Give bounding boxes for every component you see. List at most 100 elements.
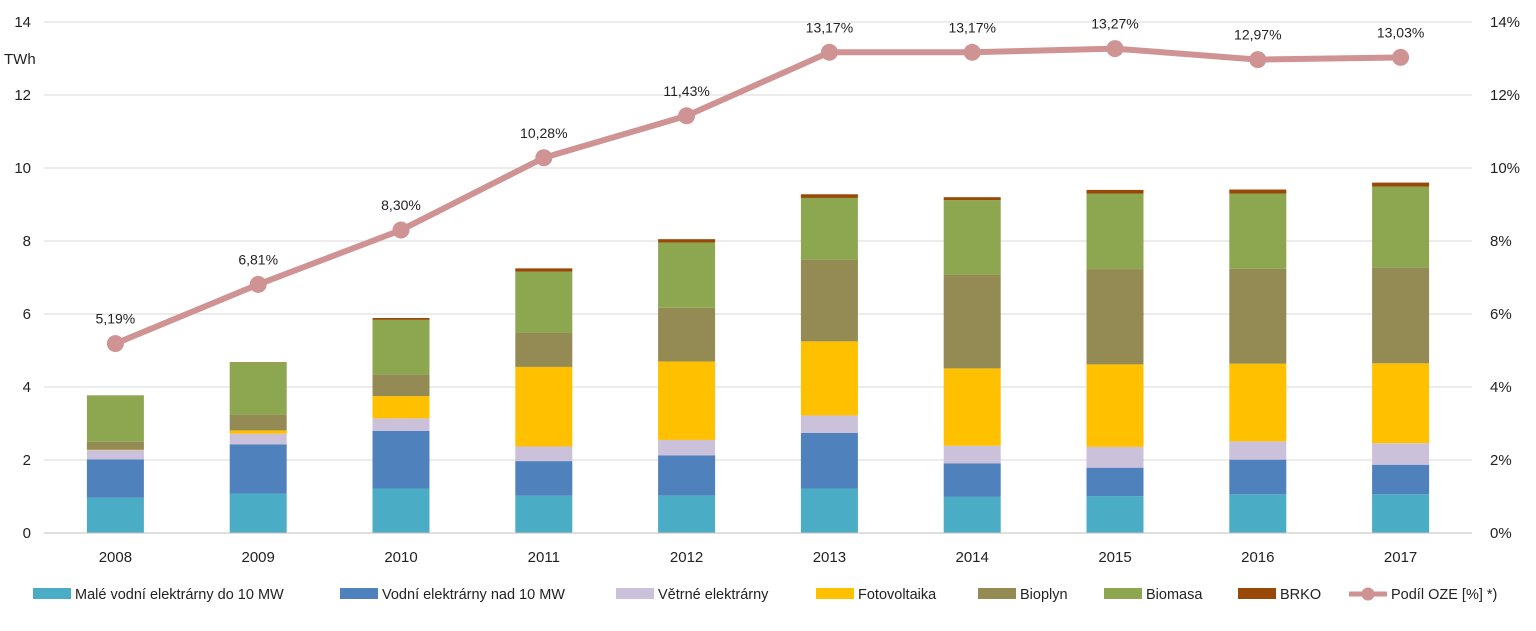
y-tick-label: 0 xyxy=(23,525,31,542)
share-data-label: 8,30% xyxy=(381,197,421,213)
legend-swatch xyxy=(616,588,654,599)
bar-segment xyxy=(658,495,715,533)
bar-segment xyxy=(373,318,430,320)
share-line-point xyxy=(964,44,981,61)
bar-segment xyxy=(373,374,430,396)
bar-segment xyxy=(1372,494,1429,533)
share-line-point xyxy=(821,44,838,61)
share-data-label: 5,19% xyxy=(96,311,136,327)
bar-segment xyxy=(1087,447,1144,468)
bar-segment xyxy=(801,415,858,433)
y-tick-label: 4 xyxy=(23,379,31,396)
bar-segment xyxy=(944,275,1001,369)
bar-segment xyxy=(515,367,572,447)
legend-label: Vodní elektrárny nad 10 MW xyxy=(382,587,565,603)
bar-segment xyxy=(658,242,715,307)
y2-tick-label: 10% xyxy=(1490,160,1520,177)
y2-tick-label: 8% xyxy=(1490,233,1512,250)
bar-segment xyxy=(801,341,858,415)
bar-segment xyxy=(1229,364,1286,442)
bars xyxy=(87,183,1429,533)
bar-segment xyxy=(1087,496,1144,533)
bar-segment xyxy=(373,396,430,418)
bar-segment xyxy=(373,488,430,533)
share-data-label: 12,97% xyxy=(1234,27,1281,43)
x-tick-label: 2011 xyxy=(528,549,560,566)
bar-segment xyxy=(87,459,144,497)
bar-segment xyxy=(1372,443,1429,465)
bar-segment xyxy=(373,418,430,430)
share-line-point xyxy=(393,222,410,239)
bar-segment xyxy=(658,455,715,495)
share-data-label: 13,27% xyxy=(1091,16,1138,32)
y2-tick-label: 6% xyxy=(1490,306,1512,323)
x-tick-label: 2017 xyxy=(1384,549,1417,566)
legend-line-marker xyxy=(1362,588,1375,601)
legend-label: Malé vodní elektrárny do 10 MW xyxy=(75,587,284,603)
bar-segment xyxy=(658,308,715,362)
bar-segment xyxy=(515,268,572,271)
y2-tick-label: 14% xyxy=(1490,14,1520,31)
x-tick-label: 2012 xyxy=(670,549,703,566)
bar-segment xyxy=(944,197,1001,200)
bar-segment xyxy=(515,333,572,367)
share-line-point xyxy=(250,276,267,293)
x-tick-label: 2010 xyxy=(384,549,417,566)
bar-segment xyxy=(801,433,858,488)
bar-segment xyxy=(87,442,144,450)
legend-label: Bioplyn xyxy=(1020,587,1068,603)
legend-label: Větrné elektrárny xyxy=(658,587,769,603)
share-data-label: 13,03% xyxy=(1377,24,1424,40)
bar-segment xyxy=(1087,269,1144,364)
y2-tick-label: 4% xyxy=(1490,379,1512,396)
bar-segment xyxy=(1087,468,1144,496)
bar-segment xyxy=(801,488,858,533)
bar-segment xyxy=(515,272,572,333)
y2-tick-label: 2% xyxy=(1490,452,1512,469)
bar-segment xyxy=(87,498,144,533)
share-line xyxy=(107,40,1409,352)
bar-segment xyxy=(1229,194,1286,269)
x-tick-label: 2014 xyxy=(956,549,989,566)
bar-segment xyxy=(515,446,572,461)
bar-segment xyxy=(1087,364,1144,446)
y-tick-label: 12 xyxy=(14,87,31,104)
bar-segment xyxy=(1372,267,1429,363)
share-line-point xyxy=(107,335,124,352)
share-line-point xyxy=(678,107,695,124)
bar-segment xyxy=(87,396,144,442)
bar-segment xyxy=(944,200,1001,274)
x-tick-label: 2009 xyxy=(242,549,275,566)
legend-swatch xyxy=(340,588,378,599)
bar-segment xyxy=(230,494,287,533)
bar-segment xyxy=(230,434,287,445)
x-tick-label: 2008 xyxy=(99,549,132,566)
share-data-label: 13,17% xyxy=(948,19,995,35)
y2-tick-label: 0% xyxy=(1490,525,1512,542)
share-line-point xyxy=(535,149,552,166)
bar-segment xyxy=(801,194,858,198)
bar-segment xyxy=(1087,194,1144,270)
legend-label: Biomasa xyxy=(1146,587,1203,603)
share-line-point xyxy=(1107,40,1124,57)
bar-segment xyxy=(1229,494,1286,533)
bar-segment xyxy=(1229,269,1286,364)
bar-segment xyxy=(1372,187,1429,268)
y-tick-label: 14 xyxy=(14,14,31,31)
bar-segment xyxy=(1372,363,1429,443)
bar-segment xyxy=(944,463,1001,497)
share-data-label: 13,17% xyxy=(806,19,853,35)
legend: Malé vodní elektrárny do 10 MW Vodní elek… xyxy=(33,587,1497,603)
bar-segment xyxy=(230,414,287,430)
bar-segment xyxy=(801,260,858,342)
legend-swatch xyxy=(33,588,71,599)
bar-segment xyxy=(1372,183,1429,187)
legend-label: Podíl OZE [%] *) xyxy=(1391,587,1497,603)
x-tick-label: 2016 xyxy=(1241,549,1274,566)
bar-segment xyxy=(944,446,1001,464)
x-tick-label: 2013 xyxy=(813,549,846,566)
bar-segment xyxy=(87,450,144,459)
bar-segment xyxy=(944,368,1001,445)
